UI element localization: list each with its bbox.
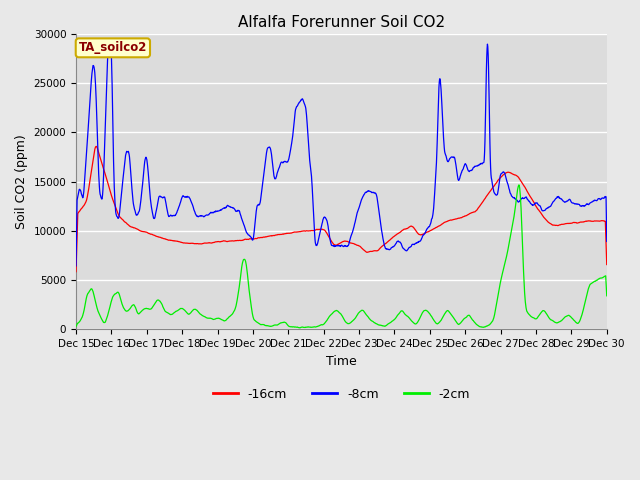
X-axis label: Time: Time <box>326 355 356 368</box>
Legend: -16cm, -8cm, -2cm: -16cm, -8cm, -2cm <box>207 383 475 406</box>
Title: Alfalfa Forerunner Soil CO2: Alfalfa Forerunner Soil CO2 <box>238 15 445 30</box>
Y-axis label: Soil CO2 (ppm): Soil CO2 (ppm) <box>15 134 28 229</box>
Text: TA_soilco2: TA_soilco2 <box>79 41 147 54</box>
